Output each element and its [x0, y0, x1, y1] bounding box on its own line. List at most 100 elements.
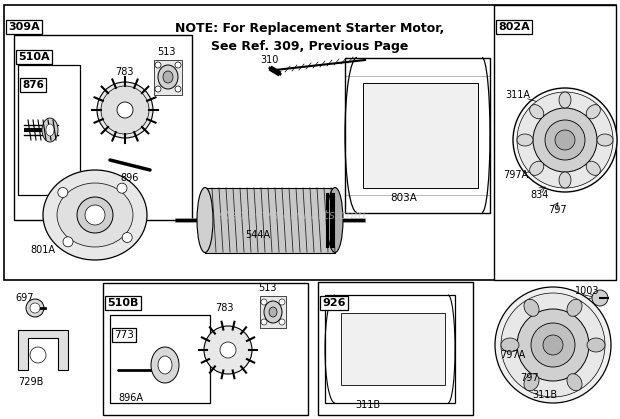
Ellipse shape: [197, 187, 213, 253]
Ellipse shape: [533, 108, 597, 172]
Ellipse shape: [85, 205, 105, 225]
Ellipse shape: [559, 92, 571, 108]
Ellipse shape: [77, 197, 113, 233]
Ellipse shape: [517, 309, 589, 381]
Bar: [494, 5, 616, 280]
Ellipse shape: [279, 319, 285, 325]
Text: 896: 896: [120, 173, 138, 183]
Ellipse shape: [545, 120, 585, 160]
Ellipse shape: [155, 86, 161, 92]
Ellipse shape: [101, 86, 149, 134]
Ellipse shape: [495, 287, 611, 403]
Bar: [154, 60, 182, 95]
Text: NOTE: For Replacement Starter Motor,: NOTE: For Replacement Starter Motor,: [175, 22, 445, 35]
Text: 311B: 311B: [532, 390, 557, 400]
Ellipse shape: [155, 62, 161, 68]
Ellipse shape: [43, 170, 147, 260]
Ellipse shape: [117, 102, 133, 118]
Ellipse shape: [587, 161, 600, 176]
Bar: [325, 295, 455, 403]
Ellipse shape: [30, 303, 40, 313]
Text: 510B: 510B: [107, 298, 138, 308]
Text: 797: 797: [548, 205, 567, 215]
Ellipse shape: [204, 326, 252, 374]
Bar: [4, 5, 616, 280]
Ellipse shape: [175, 86, 181, 92]
Polygon shape: [18, 330, 68, 370]
Text: 783: 783: [215, 303, 234, 313]
Bar: [205, 188, 335, 253]
Ellipse shape: [559, 172, 571, 188]
Text: 797A: 797A: [500, 350, 525, 360]
Ellipse shape: [327, 187, 343, 253]
Ellipse shape: [524, 374, 539, 391]
Ellipse shape: [264, 301, 282, 323]
Text: 876: 876: [22, 80, 44, 90]
Ellipse shape: [531, 323, 575, 367]
Ellipse shape: [543, 335, 563, 355]
Ellipse shape: [158, 356, 172, 374]
Ellipse shape: [117, 183, 127, 193]
Ellipse shape: [26, 299, 44, 317]
Ellipse shape: [597, 134, 613, 146]
Ellipse shape: [175, 62, 181, 68]
Text: See Ref. 309, Previous Page: See Ref. 309, Previous Page: [211, 40, 409, 53]
Ellipse shape: [151, 347, 179, 383]
Text: 803A: 803A: [390, 193, 417, 203]
Ellipse shape: [30, 347, 46, 363]
Ellipse shape: [97, 82, 153, 138]
Ellipse shape: [261, 319, 267, 325]
Text: 729B: 729B: [18, 377, 43, 387]
Text: 783: 783: [115, 67, 133, 77]
Text: 697: 697: [15, 293, 33, 303]
Ellipse shape: [58, 187, 68, 197]
Text: 834: 834: [530, 190, 548, 200]
Ellipse shape: [529, 161, 544, 176]
Ellipse shape: [501, 338, 519, 352]
Bar: [260, 296, 286, 328]
Ellipse shape: [592, 290, 608, 306]
Ellipse shape: [46, 124, 54, 136]
Ellipse shape: [587, 105, 600, 119]
Ellipse shape: [567, 299, 582, 316]
Bar: [318, 282, 473, 415]
Text: 802A: 802A: [498, 22, 529, 32]
Ellipse shape: [269, 307, 277, 317]
Ellipse shape: [163, 71, 173, 83]
Text: 311B: 311B: [355, 400, 380, 410]
Text: 513: 513: [258, 283, 277, 293]
Bar: [103, 283, 308, 415]
Ellipse shape: [517, 92, 613, 188]
Ellipse shape: [501, 293, 605, 397]
Text: 1003: 1003: [575, 286, 600, 296]
Ellipse shape: [220, 342, 236, 358]
Text: 797A: 797A: [503, 170, 528, 180]
Ellipse shape: [279, 299, 285, 305]
Text: 544A: 544A: [245, 230, 270, 240]
Ellipse shape: [529, 105, 544, 119]
Text: 801A: 801A: [30, 245, 55, 255]
Ellipse shape: [122, 233, 132, 243]
Bar: [110, 315, 210, 403]
Bar: [18, 65, 80, 195]
Bar: [363, 83, 478, 188]
Text: 513: 513: [157, 47, 175, 57]
Bar: [14, 35, 192, 220]
Ellipse shape: [158, 65, 178, 89]
Text: 311A: 311A: [505, 90, 530, 100]
Bar: [341, 313, 445, 385]
Ellipse shape: [555, 130, 575, 150]
Ellipse shape: [261, 299, 267, 305]
Bar: [345, 58, 490, 213]
Text: 926: 926: [322, 298, 345, 308]
Ellipse shape: [567, 374, 582, 391]
Ellipse shape: [587, 338, 605, 352]
Text: 896A: 896A: [118, 393, 143, 403]
Text: 773: 773: [114, 330, 134, 340]
Ellipse shape: [63, 237, 73, 247]
Ellipse shape: [42, 118, 58, 142]
Text: 510A: 510A: [18, 52, 50, 62]
Text: eReplacementParts.com: eReplacementParts.com: [214, 209, 366, 222]
Text: 310: 310: [260, 55, 278, 65]
Text: 797: 797: [520, 373, 539, 383]
